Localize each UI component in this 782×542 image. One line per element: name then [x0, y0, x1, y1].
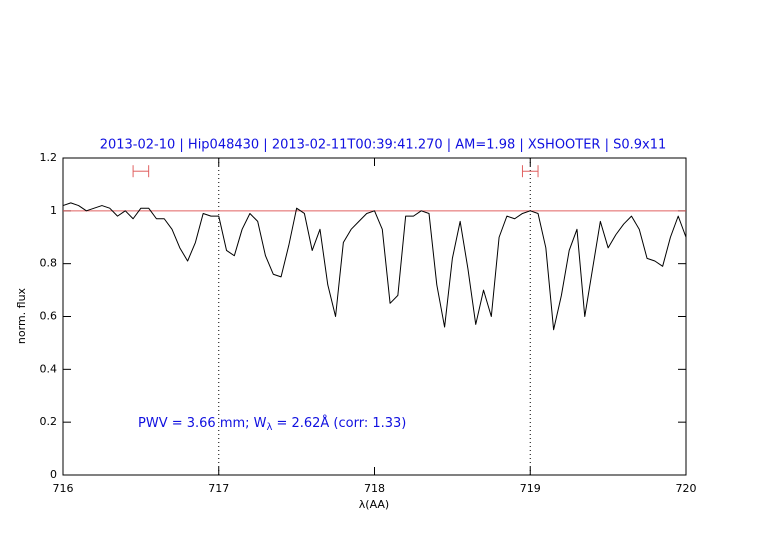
x-tick-label: 720 — [676, 482, 697, 495]
x-tick-label: 716 — [53, 482, 74, 495]
y-axis-label: norm. flux — [15, 287, 28, 344]
y-tick-label: 0.4 — [40, 362, 58, 375]
x-tick-label: 719 — [520, 482, 541, 495]
y-tick-label: 0.8 — [40, 257, 58, 270]
chart-title: 2013-02-10 | Hip048430 | 2013-02-11T00:3… — [100, 138, 667, 153]
x-axis-label: λ(AA) — [359, 498, 389, 511]
y-tick-label: 0.2 — [40, 415, 58, 428]
annotation-part: = 2.62Å (corr: 1.33) — [276, 415, 406, 431]
annotation: PWV = 3.66 mm; Wλ = 2.62Å (corr: 1.33) — [138, 415, 406, 434]
annotation-sub: λ — [267, 422, 273, 433]
spectrum-line — [62, 202, 687, 331]
y-tick-label: 0.6 — [40, 310, 58, 323]
annotation-part: PWV = 3.66 mm; W — [138, 416, 267, 431]
x-tick-label: 718 — [364, 482, 385, 495]
y-tick-label: 0 — [50, 468, 57, 481]
y-tick-label: 1.2 — [40, 151, 58, 164]
y-tick-label: 1 — [50, 204, 57, 217]
x-tick-label: 717 — [208, 482, 229, 495]
